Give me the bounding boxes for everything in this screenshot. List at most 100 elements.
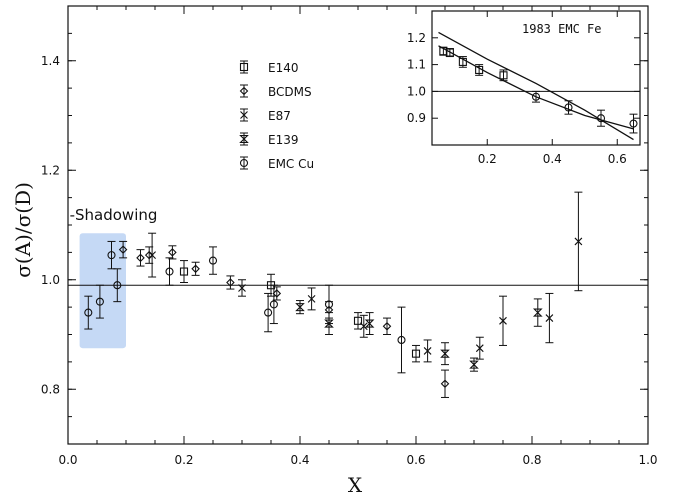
marker-hourglass xyxy=(324,319,334,328)
y-tick-label: 1.4 xyxy=(41,54,60,68)
data-point-e140 xyxy=(411,344,421,363)
data-point-emc-cu xyxy=(264,292,273,333)
y-tick-label: 0.8 xyxy=(41,382,60,396)
marker-square xyxy=(458,57,467,66)
legend-label: E140 xyxy=(268,61,299,75)
marker-x xyxy=(238,284,246,292)
inset-frame xyxy=(431,10,641,146)
x-tick-label: 0.2 xyxy=(174,453,193,467)
data-point-e139 xyxy=(469,357,479,372)
legend-label: BCDMS xyxy=(268,85,312,99)
marker-circle xyxy=(107,251,116,260)
marker-diamond xyxy=(440,379,450,389)
marker-x xyxy=(574,237,583,246)
marker-circle xyxy=(95,297,104,306)
y-tick-label: 1.0 xyxy=(41,273,60,287)
data-point-e87 xyxy=(359,314,368,338)
marker-x xyxy=(499,316,507,325)
marker-circle xyxy=(264,308,273,317)
data-point-e87 xyxy=(307,287,316,311)
marker-circle xyxy=(564,103,573,112)
data-point-bcdms xyxy=(118,240,128,259)
marker-diamond xyxy=(168,248,177,257)
shadowing-annotation: -Shadowing xyxy=(70,206,158,224)
inset-y-tick-label: 1.1 xyxy=(407,58,426,72)
shadowing-highlight xyxy=(79,233,126,349)
legend-marker xyxy=(239,132,249,146)
x-axis-title: X xyxy=(348,473,363,496)
marker-hourglass xyxy=(364,319,375,328)
marker-diamond xyxy=(118,245,128,254)
marker-diamond xyxy=(272,289,282,298)
data-point-e87 xyxy=(238,279,246,297)
marker-circle xyxy=(629,119,638,128)
marker-x xyxy=(240,111,248,119)
data-point-e87 xyxy=(423,339,432,363)
data-point-emc-cu xyxy=(113,268,122,303)
marker-hourglass xyxy=(469,360,479,369)
data-point-e87 xyxy=(148,232,157,278)
marker-square xyxy=(499,71,508,80)
legend-marker xyxy=(239,60,249,74)
inset-title: 1983 EMC Fe xyxy=(522,22,601,36)
marker-x xyxy=(475,344,484,353)
marker-square xyxy=(353,316,363,325)
data-point-e140 xyxy=(179,260,189,283)
data-point-e87 xyxy=(499,295,507,346)
marker-circle xyxy=(165,267,174,276)
marker-circle xyxy=(208,256,218,265)
data-point-emc-cu xyxy=(165,257,174,286)
inset-x-tick-label: 0.6 xyxy=(608,152,627,166)
data-point-e139 xyxy=(440,342,450,366)
marker-x xyxy=(545,314,554,322)
inset-data-point xyxy=(596,109,606,127)
marker-circle xyxy=(113,281,122,290)
marker-circle xyxy=(84,308,93,317)
y-axis-title: σ(A)/σ(D) xyxy=(11,182,35,278)
data-point-emc-cu xyxy=(269,284,278,325)
marker-diamond xyxy=(136,253,145,263)
marker-circle xyxy=(531,92,541,101)
inset-data-point xyxy=(458,56,467,68)
marker-square xyxy=(239,62,249,72)
data-point-emc-cu xyxy=(107,240,116,270)
legend-label: EMC Cu xyxy=(268,157,314,171)
marker-x xyxy=(423,347,432,355)
marker-hourglass xyxy=(239,134,249,144)
data-point-emc-cu xyxy=(84,295,93,330)
data-point-bcdms xyxy=(440,369,450,398)
inset-y-tick-label: 0.9 xyxy=(407,111,426,125)
marker-square xyxy=(445,48,454,57)
marker-hourglass xyxy=(295,303,305,312)
data-point-e87 xyxy=(545,292,554,344)
marker-circle xyxy=(397,335,406,345)
legend-marker xyxy=(239,156,249,170)
inset-plot: 0.2 0.4 0.6 0.9 1.0 1.1 1.2 1983 EMC Fe xyxy=(407,10,641,166)
x-tick-label: 0.6 xyxy=(406,453,425,467)
inset-data-point xyxy=(445,48,454,58)
marker-diamond xyxy=(239,86,249,96)
data-point-bcdms xyxy=(191,261,200,276)
data-point-e139 xyxy=(364,312,375,335)
inset-data-point xyxy=(564,100,573,115)
marker-x xyxy=(148,251,156,260)
inset-x-tick-label: 0.2 xyxy=(478,152,497,166)
x-tick-label: 0.8 xyxy=(522,453,541,467)
data-point-e87 xyxy=(475,336,484,360)
marker-circle xyxy=(596,114,606,123)
marker-diamond xyxy=(191,264,200,274)
inset-y-tick-label: 1.2 xyxy=(407,31,426,45)
x-tick-label: 0.4 xyxy=(290,453,309,467)
marker-circle xyxy=(269,300,278,309)
data-point-bcdms xyxy=(382,317,392,335)
marker-diamond xyxy=(226,278,235,287)
marker-hourglass xyxy=(532,308,543,317)
marker-hourglass xyxy=(440,349,450,358)
main-plot: 0.0 0.2 0.4 0.6 0.8 1.0 0.8 1.0 1.2 1.4 xyxy=(41,5,658,467)
legend-label: E139 xyxy=(268,133,299,147)
inset-x-tick-label: 0.4 xyxy=(543,152,562,166)
data-point-e139 xyxy=(295,300,305,315)
legend-marker xyxy=(240,108,248,122)
marker-square xyxy=(475,65,484,75)
